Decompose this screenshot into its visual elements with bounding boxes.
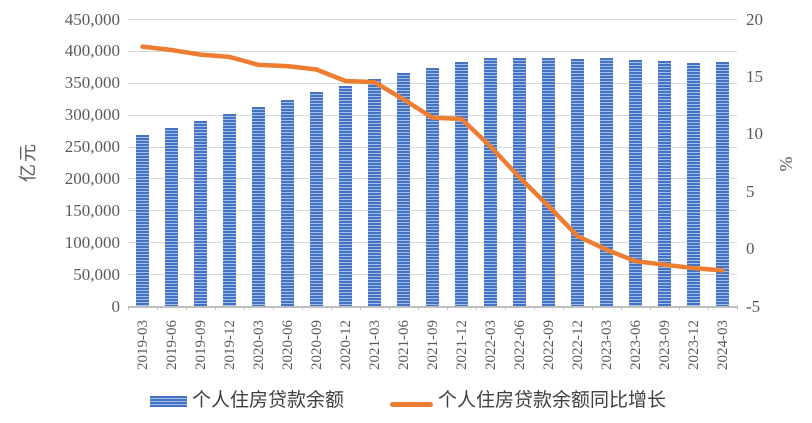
bar-2024-03 — [716, 62, 729, 306]
x-axis-tick — [185, 306, 187, 310]
bar-2020-09 — [310, 91, 323, 306]
gridline — [128, 50, 737, 52]
gridline — [128, 19, 737, 20]
x-axis-tick — [504, 306, 506, 310]
line-series-swatch-icon — [390, 402, 433, 407]
x-label-2023-06: 2023-06 — [627, 320, 644, 370]
x-label-2023-03: 2023-03 — [598, 320, 615, 370]
right-tick-15: 15 — [746, 66, 763, 86]
x-axis-tick — [272, 306, 274, 310]
legend-label-growth: 个人住房贷款余额同比增长 — [438, 390, 667, 411]
bar-2020-06 — [281, 99, 294, 306]
bar-series-swatch-icon — [150, 396, 187, 407]
bar-2023-03 — [600, 57, 613, 306]
x-axis-tick — [127, 306, 129, 310]
bar-2022-03 — [484, 58, 497, 306]
right-tick-20: 20 — [746, 9, 763, 29]
left-tick-100,000: 100,000 — [64, 232, 120, 252]
bar-2022-09 — [542, 57, 555, 306]
x-axis-tick — [417, 306, 419, 310]
x-axis-tick — [649, 306, 651, 310]
x-axis-tick — [736, 306, 738, 310]
x-axis-tick — [707, 306, 709, 310]
x-label-2020-09: 2020-09 — [308, 320, 325, 370]
bar-2019-12 — [223, 114, 236, 306]
x-label-2020-06: 2020-06 — [279, 320, 296, 370]
bar-2022-06 — [513, 58, 526, 306]
right-tick-10: 10 — [746, 124, 763, 144]
left-tick-350,000: 350,000 — [64, 73, 120, 93]
bar-2021-06 — [397, 72, 410, 306]
right-tick--5: -5 — [746, 296, 761, 316]
yoy-line-path — [140, 44, 725, 273]
left-tick-200,000: 200,000 — [64, 168, 120, 188]
x-label-2022-03: 2022-03 — [482, 320, 499, 370]
left-tick-50,000: 50,000 — [73, 264, 120, 284]
bar-2023-12 — [687, 62, 700, 306]
x-label-2020-03: 2020-03 — [250, 320, 267, 370]
left-tick-0: 0 — [111, 296, 121, 316]
x-axis-tick — [214, 306, 216, 310]
x-axis-tick — [243, 306, 245, 310]
left-axis-title: 亿元 — [18, 142, 38, 182]
x-axis-tick — [620, 306, 622, 310]
bar-2021-03 — [368, 78, 381, 306]
bar-2019-03 — [136, 134, 149, 306]
plot-area — [127, 19, 738, 310]
x-axis-tick — [156, 306, 158, 310]
x-label-2021-09: 2021-09 — [424, 320, 441, 370]
bar-2021-09 — [426, 67, 439, 306]
x-label-2019-09: 2019-09 — [192, 320, 209, 370]
x-label-2019-03: 2019-03 — [134, 320, 151, 370]
x-label-2022-12: 2022-12 — [569, 320, 586, 370]
bar-2023-06 — [629, 59, 642, 306]
bar-2022-12 — [571, 58, 584, 306]
left-tick-150,000: 150,000 — [64, 200, 120, 220]
left-tick-250,000: 250,000 — [64, 137, 120, 157]
x-label-2021-06: 2021-06 — [395, 320, 412, 370]
x-label-2019-06: 2019-06 — [163, 320, 180, 370]
legend-label-balance: 个人住房贷款余额 — [192, 390, 345, 411]
x-label-2023-12: 2023-12 — [685, 320, 702, 370]
bar-2019-09 — [194, 120, 207, 306]
x-axis-tick — [591, 306, 593, 310]
bar-2023-09 — [658, 60, 671, 306]
x-label-2022-06: 2022-06 — [511, 320, 528, 370]
x-axis-tick — [678, 306, 680, 310]
x-axis-tick — [388, 306, 390, 310]
x-label-2022-09: 2022-09 — [540, 320, 557, 370]
x-axis-tick — [475, 306, 477, 310]
x-label-2021-12: 2021-12 — [453, 320, 470, 370]
left-tick-300,000: 300,000 — [64, 105, 120, 125]
left-tick-450,000: 450,000 — [64, 9, 120, 29]
x-label-2021-03: 2021-03 — [366, 320, 383, 370]
right-axis-title: % — [776, 156, 796, 172]
x-label-2024-03: 2024-03 — [714, 320, 731, 370]
x-axis-tick — [562, 306, 564, 310]
bar-2020-12 — [339, 86, 352, 306]
left-tick-400,000: 400,000 — [64, 41, 120, 61]
bar-2020-03 — [252, 107, 265, 306]
bar-2019-06 — [165, 127, 178, 306]
x-axis-tick — [533, 306, 535, 310]
x-axis-tick — [330, 306, 332, 310]
right-tick-5: 5 — [746, 181, 755, 201]
x-axis-tick — [446, 306, 448, 310]
right-tick-0: 0 — [746, 239, 755, 259]
x-axis-tick — [359, 306, 361, 310]
x-axis-tick — [301, 306, 303, 310]
x-label-2023-09: 2023-09 — [656, 320, 673, 370]
x-label-2020-12: 2020-12 — [337, 320, 354, 370]
x-label-2019-12: 2019-12 — [221, 320, 238, 370]
